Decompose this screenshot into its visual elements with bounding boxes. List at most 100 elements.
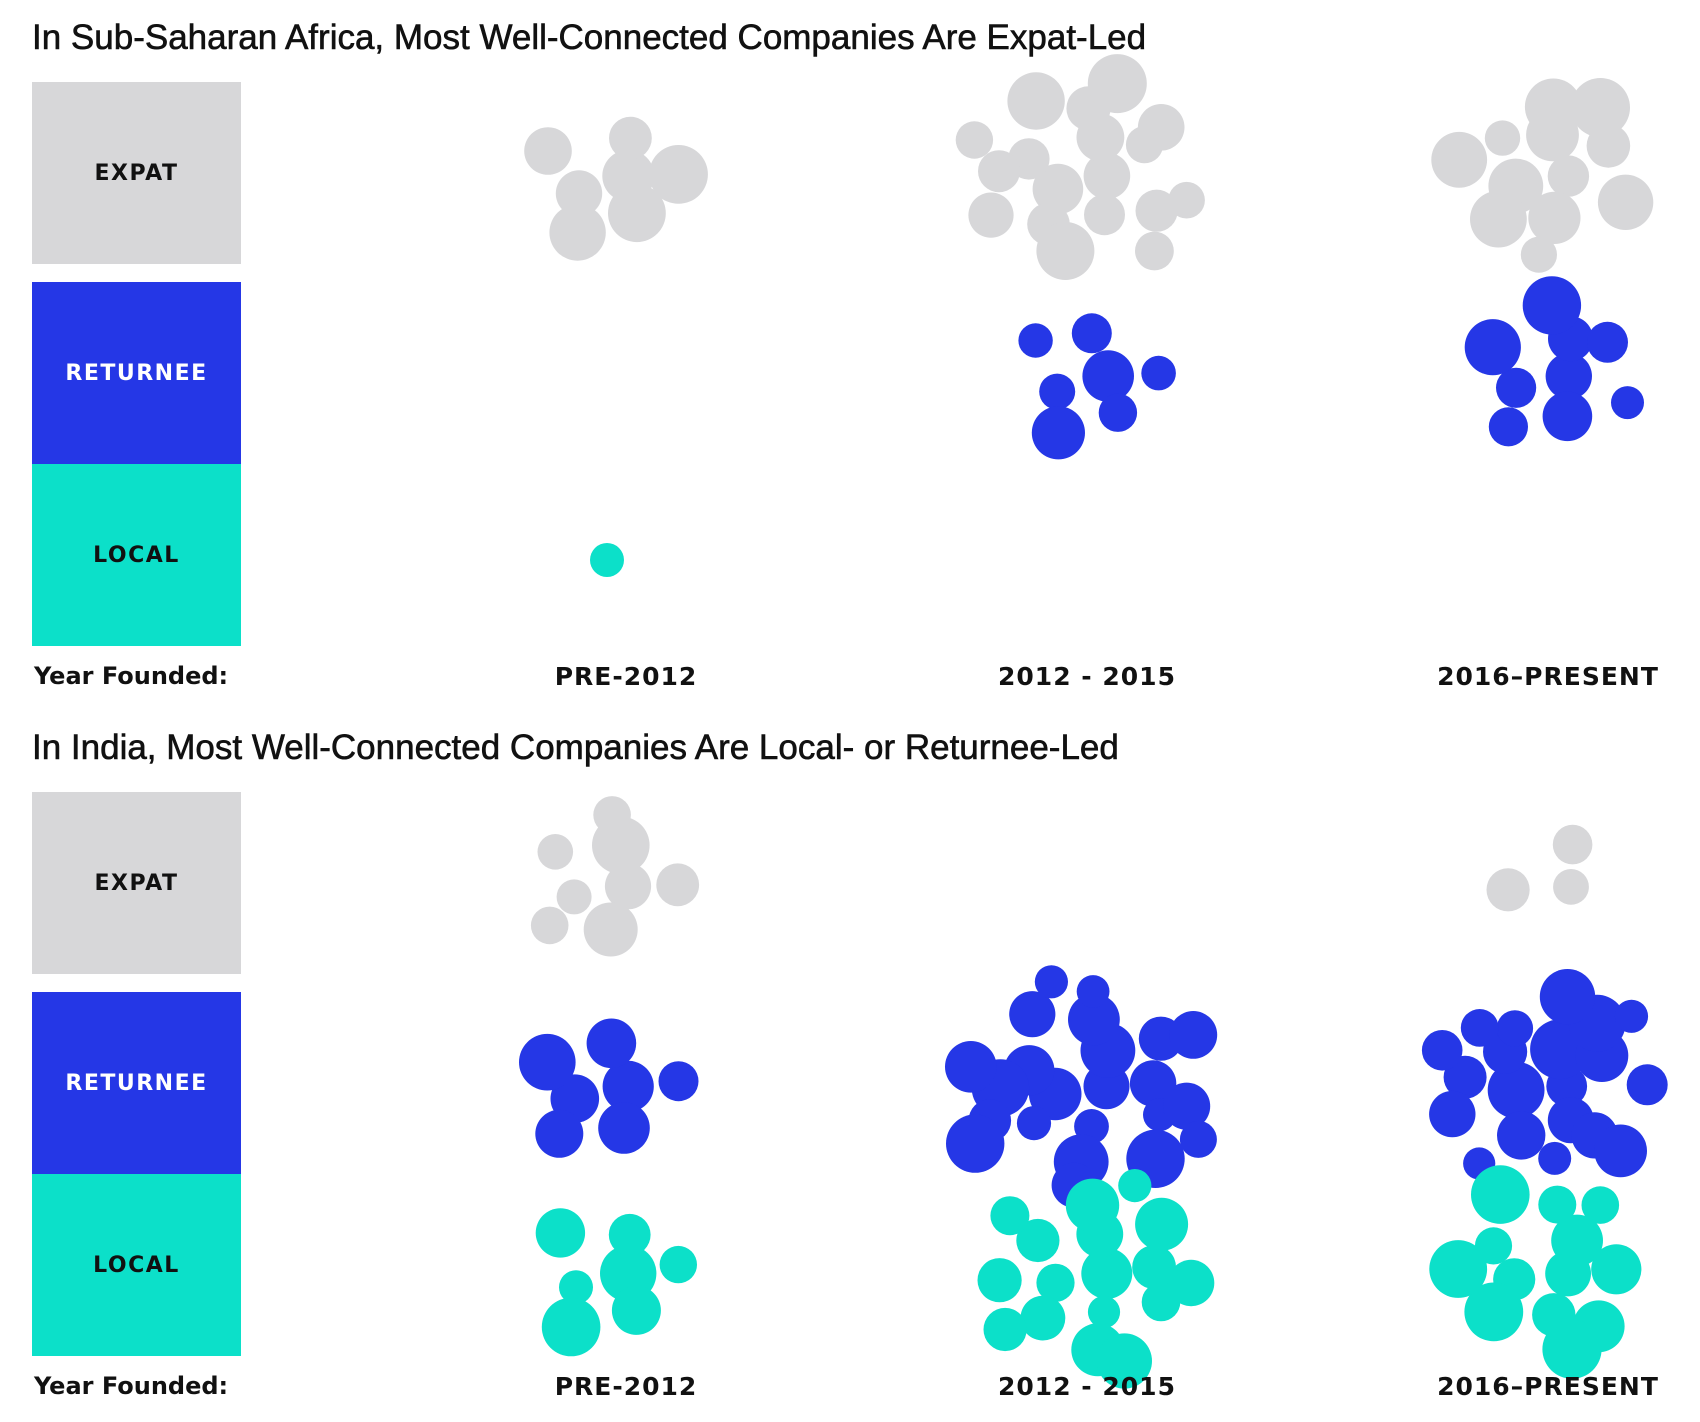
bubble-expat-2-1 [1083, 152, 1131, 200]
legend-returnee: RETURNEE [32, 282, 241, 464]
bubble-returnee-2-21 [1034, 965, 1068, 999]
bubble-returnee-1-5 [519, 1033, 576, 1091]
bubble-returnee-2-16 [1076, 975, 1110, 1008]
legend-returnee: RETURNEE [32, 992, 241, 1174]
bubble-local-2-17 [1096, 1333, 1152, 1389]
bubble-expat-2-9 [1135, 189, 1178, 232]
bubble-returnee-3-13 [1460, 1009, 1499, 1047]
bubble-returnee-2-6 [1129, 1060, 1177, 1107]
bubble-returnee-2-6 [1141, 355, 1176, 391]
chart-africa: In Sub-Saharan Africa, Most Well-Connect… [0, 0, 1700, 710]
bubble-expat-3-1 [1547, 155, 1590, 197]
period-label-2012-2015: 2012 - 2015 [998, 662, 1176, 691]
bubble-local-1-5 [535, 1208, 586, 1258]
bubble-local-3-10 [1429, 1240, 1488, 1298]
axis-label-year-founded: Year Founded: [34, 1372, 229, 1400]
bubble-local-2-7 [1020, 1295, 1066, 1341]
bubble-returnee-2-19 [1169, 1011, 1218, 1059]
bubble-returnee-2-8 [1068, 993, 1120, 1046]
bubble-returnee-3-17 [1594, 1124, 1647, 1178]
bubble-expat-2-4 [1084, 194, 1125, 236]
bubble-local-1-3 [608, 1213, 651, 1256]
bubble-local-2-11 [1135, 1197, 1189, 1251]
bubble-returnee-3-4 [1542, 391, 1593, 442]
bubble-expat-1-4 [583, 902, 638, 957]
bubble-returnee-3-19 [1614, 999, 1649, 1033]
bubble-returnee-3-8 [1496, 1010, 1534, 1047]
bubble-expat-2-11 [1137, 104, 1185, 151]
bubble-returnee-2-13 [1009, 991, 1056, 1038]
bubble-returnee-3-6 [1587, 321, 1628, 363]
bubble-expat-1-5 [537, 834, 574, 870]
bubble-local-3-3 [1551, 1214, 1603, 1267]
bubble-expat-1-6 [656, 863, 700, 907]
bubble-returnee-3-8 [1522, 276, 1582, 335]
bubble-expat-3-2 [1486, 868, 1530, 912]
bubble-expat-1-3 [609, 116, 652, 160]
bubble-returnee-3-1 [1545, 353, 1593, 400]
bubble-expat-3-3 [1552, 824, 1593, 865]
bubble-returnee-3-18 [1421, 1030, 1463, 1071]
bubble-local-3-13 [1471, 1165, 1530, 1224]
bubble-expat-1-2 [556, 879, 592, 915]
bubble-returnee-2-14 [1163, 1082, 1211, 1130]
bubble-expat-2-13 [1007, 72, 1065, 130]
bubble-returnee-2-2 [1039, 373, 1076, 410]
bubble-expat-2-12 [1036, 222, 1095, 280]
bubble-returnee-2-7 [1016, 1106, 1052, 1141]
bubble-local-3-11 [1581, 1186, 1620, 1224]
bubble-returnee-2-22 [1179, 1120, 1217, 1158]
bubble-local-1-6 [659, 1245, 697, 1284]
bubble-expat-2-15 [968, 192, 1014, 238]
bubble-returnee-3-7 [1488, 407, 1528, 447]
bubble-local-2-5 [1016, 1218, 1060, 1263]
bubble-expat-1-7 [549, 204, 606, 261]
bubble-expat-2-10 [978, 150, 1020, 193]
bubble-local-2-6 [1132, 1245, 1176, 1289]
bubble-local-3-5 [1474, 1227, 1513, 1265]
bubble-plot [519, 796, 1668, 1389]
legend-expat: EXPAT [32, 82, 241, 264]
bubble-returnee-1-1 [602, 1060, 654, 1112]
bubble-returnee-2-3 [1071, 313, 1112, 354]
legend-local: LOCAL [32, 464, 241, 646]
chart-india: In India, Most Well-Connected Companies … [0, 710, 1700, 1422]
bubble-local-3-12 [1542, 1319, 1602, 1379]
bubble-expat-3-12 [1520, 236, 1557, 273]
bubble-local-3-6 [1591, 1244, 1642, 1295]
bubble-local-2-10 [977, 1258, 1022, 1303]
bubble-returnee-1-7 [535, 1109, 584, 1158]
bubble-expat-2-18 [955, 121, 994, 159]
bubble-expat-1-4 [608, 184, 666, 243]
bubble-returnee-2-4 [1098, 393, 1138, 432]
chart-title: In India, Most Well-Connected Companies … [32, 728, 1119, 768]
legend-local: LOCAL [32, 1174, 241, 1356]
bubble-expat-1-2 [555, 170, 603, 217]
bubble-local-2-8 [1065, 1178, 1120, 1232]
bubble-returnee-3-5 [1464, 319, 1521, 376]
chart-title: In Sub-Saharan Africa, Most Well-Connect… [32, 18, 1147, 58]
bubble-expat-3-4 [1528, 191, 1581, 244]
bubble-returnee-3-7 [1497, 1111, 1546, 1160]
bubble-local-2-15 [983, 1307, 1027, 1352]
bubble-local-2-4 [1087, 1295, 1121, 1329]
bubble-expat-1-8 [593, 796, 631, 834]
bubble-returnee-3-14 [1626, 1064, 1668, 1106]
bubble-returnee-1-6 [658, 1061, 699, 1102]
bubble-expat-1-7 [530, 906, 569, 945]
bubble-local-1-7 [541, 1297, 601, 1357]
period-label-2012-2015: 2012 - 2015 [998, 1372, 1176, 1401]
axis-label-year-founded: Year Founded: [34, 662, 229, 690]
bubble-expat-3-1 [1553, 869, 1589, 905]
bubble-returnee-1-3 [586, 1018, 637, 1069]
bubble-returnee-2-18 [945, 1041, 997, 1093]
bubble-local-2-1 [1081, 1247, 1133, 1299]
bubble-local-2-16 [1118, 1169, 1152, 1203]
bubble-returnee-3-16 [1539, 969, 1596, 1025]
bubble-expat-3-7 [1470, 190, 1527, 248]
bubble-returnee-3-9 [1611, 386, 1644, 420]
bubble-expat-1-5 [524, 127, 572, 175]
bubble-returnee-2-7 [1031, 406, 1085, 460]
bubble-returnee-2-23 [946, 1114, 1005, 1173]
bubble-expat-1-6 [649, 145, 708, 204]
